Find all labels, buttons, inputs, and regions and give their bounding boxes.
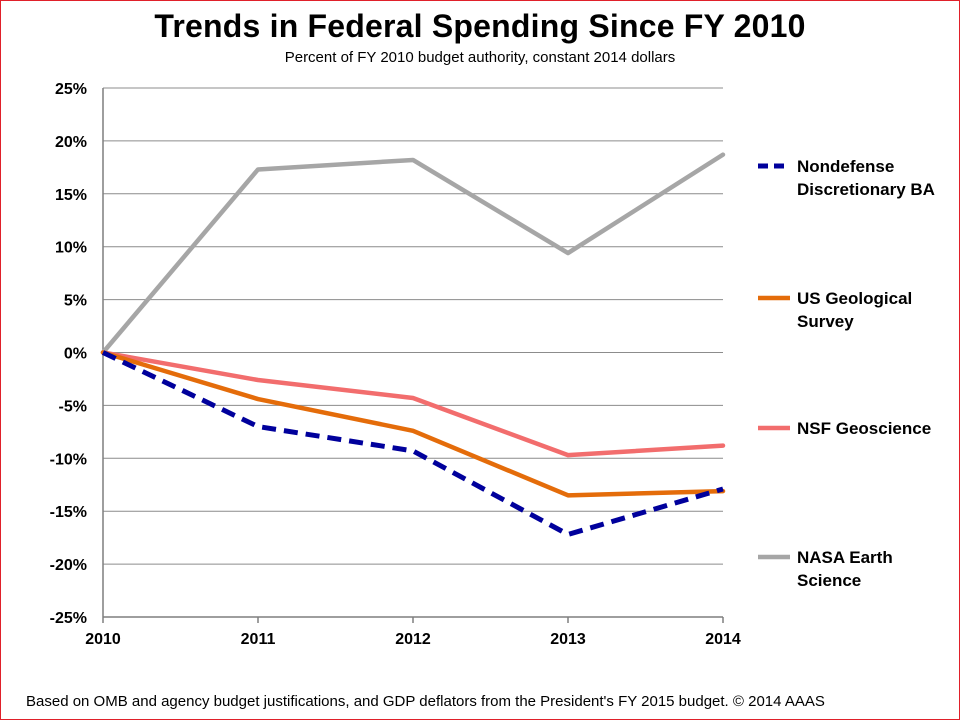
y-tick-label: -25% bbox=[50, 610, 87, 627]
series-lines bbox=[100, 152, 726, 537]
series-line-nsf-geoscience bbox=[100, 350, 726, 458]
y-tick-label: -5% bbox=[59, 398, 87, 415]
legend-label: US Geological bbox=[797, 289, 912, 308]
x-tick-label: 2012 bbox=[395, 631, 431, 648]
y-tick-label: 25% bbox=[55, 81, 87, 98]
x-tick-labels: 2010 2011 2012 2013 2014 bbox=[85, 631, 741, 648]
y-tick-label: 20% bbox=[55, 134, 87, 151]
chart-title: Trends in Federal Spending Since FY 2010 bbox=[154, 8, 806, 44]
chart-subtitle: Percent of FY 2010 budget authority, con… bbox=[284, 49, 676, 66]
legend: Nondefense Discretionary BA US Geological S… bbox=[758, 157, 935, 590]
legend-label: Discretionary BA bbox=[797, 180, 935, 199]
axes bbox=[102, 88, 724, 623]
y-tick-label: 10% bbox=[55, 240, 87, 257]
legend-label: Nondefense bbox=[797, 157, 894, 176]
legend-label: Survey bbox=[797, 312, 854, 331]
y-tick-label: 0% bbox=[64, 346, 87, 363]
y-tick-label: -10% bbox=[50, 451, 87, 468]
source-note: Based on OMB and agency budget justifica… bbox=[26, 693, 825, 710]
series-line-us-geological-survey bbox=[100, 350, 726, 498]
y-tick-label: -20% bbox=[50, 557, 87, 574]
series-line-nondefense-discretionary-ba bbox=[101, 350, 724, 537]
y-tick-label: -15% bbox=[50, 504, 87, 521]
y-tick-labels: 25% 20% 15% 10% 5% 0% -5% -10% -15% -20% -25% bbox=[50, 81, 87, 627]
legend-label: NASA Earth bbox=[797, 548, 893, 567]
x-tick-label: 2010 bbox=[85, 631, 121, 648]
legend-label: Science bbox=[797, 571, 861, 590]
x-tick-label: 2014 bbox=[705, 631, 741, 648]
gridlines bbox=[103, 87, 723, 618]
x-tick-label: 2011 bbox=[241, 631, 276, 648]
series-line-nasa-earth-science bbox=[100, 152, 726, 355]
legend-label: NSF Geoscience bbox=[797, 419, 931, 438]
x-tick-label: 2013 bbox=[550, 631, 586, 648]
y-tick-label: 15% bbox=[55, 187, 87, 204]
y-tick-label: 5% bbox=[64, 293, 87, 310]
